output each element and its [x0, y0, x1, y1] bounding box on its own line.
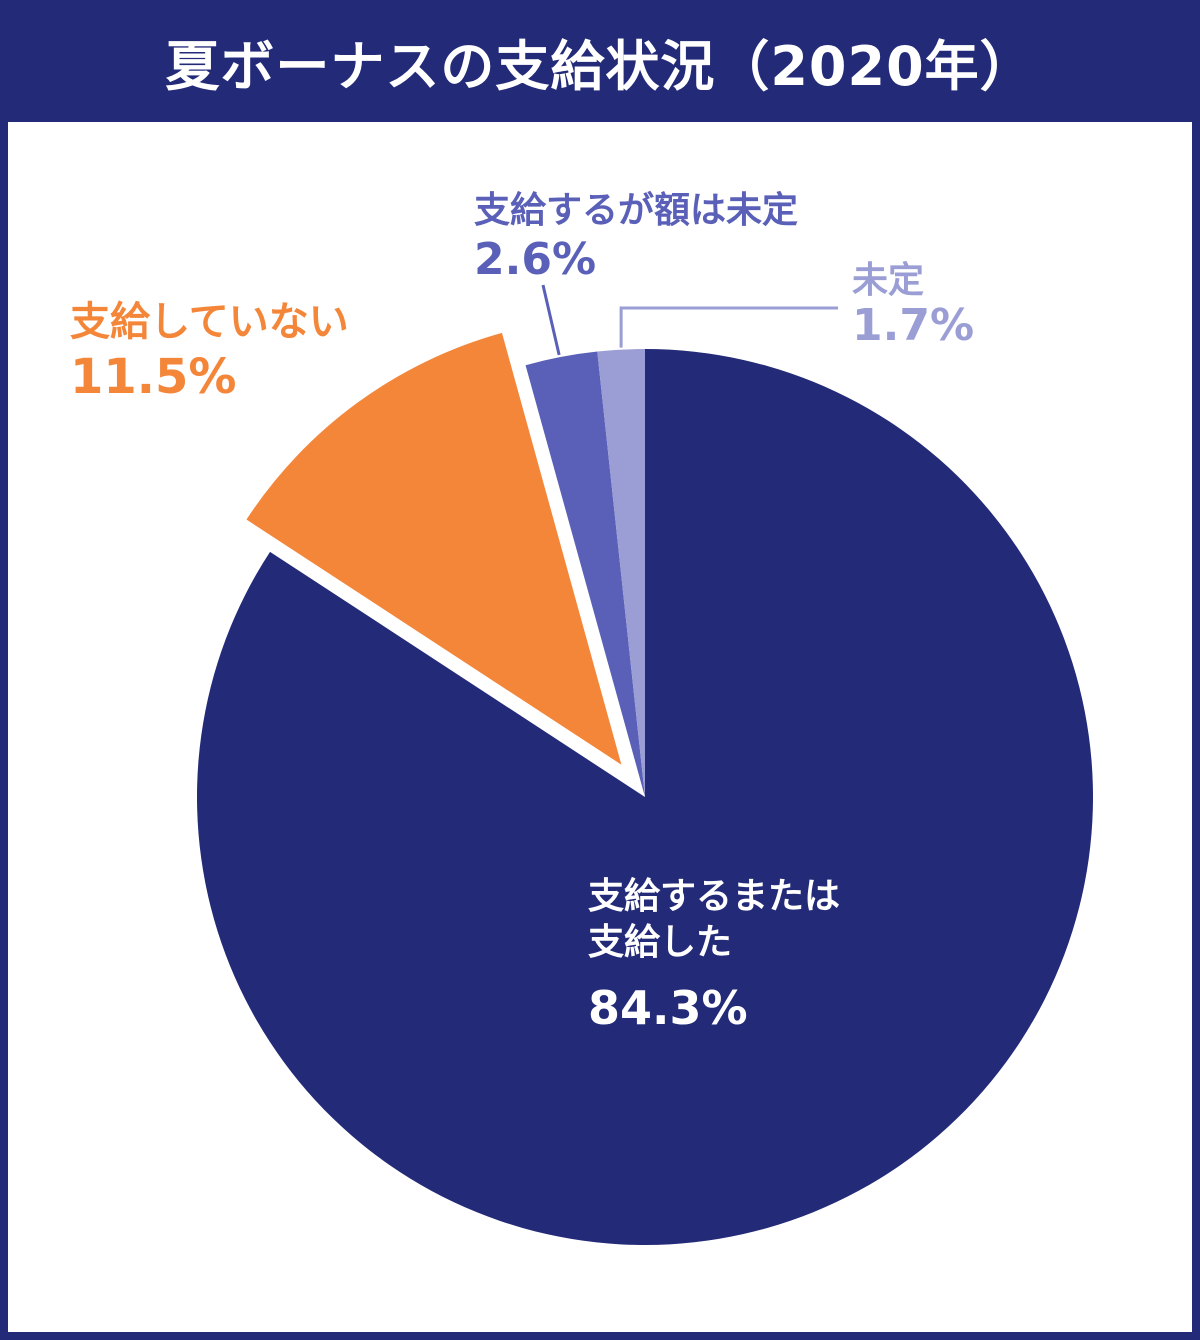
slice-value-2: 2.6% [474, 234, 596, 285]
slice-label-2-line-0: 支給するが額は未定 [474, 190, 798, 231]
leader-line-3 [619, 306, 838, 348]
slice-label-0-line-1: 支給した [588, 922, 732, 963]
slice-label-3-line-0: 未定 [852, 260, 924, 301]
pie-slice-1 [246, 332, 622, 765]
slice-label-1-line-0: 支給していない [70, 299, 349, 345]
chart-title: 夏ボーナスの支給状況（2020年） [165, 34, 1035, 98]
slice-label-0-line-0: 支給するまたは [588, 876, 840, 917]
slice-value-1: 11.5% [70, 349, 237, 405]
slice-value-3: 1.7% [852, 300, 974, 351]
pie-slice-3 [597, 349, 645, 797]
leader-line-2 [541, 284, 561, 356]
slice-value-0: 84.3% [588, 981, 748, 1035]
pie-slice-2 [525, 351, 645, 797]
